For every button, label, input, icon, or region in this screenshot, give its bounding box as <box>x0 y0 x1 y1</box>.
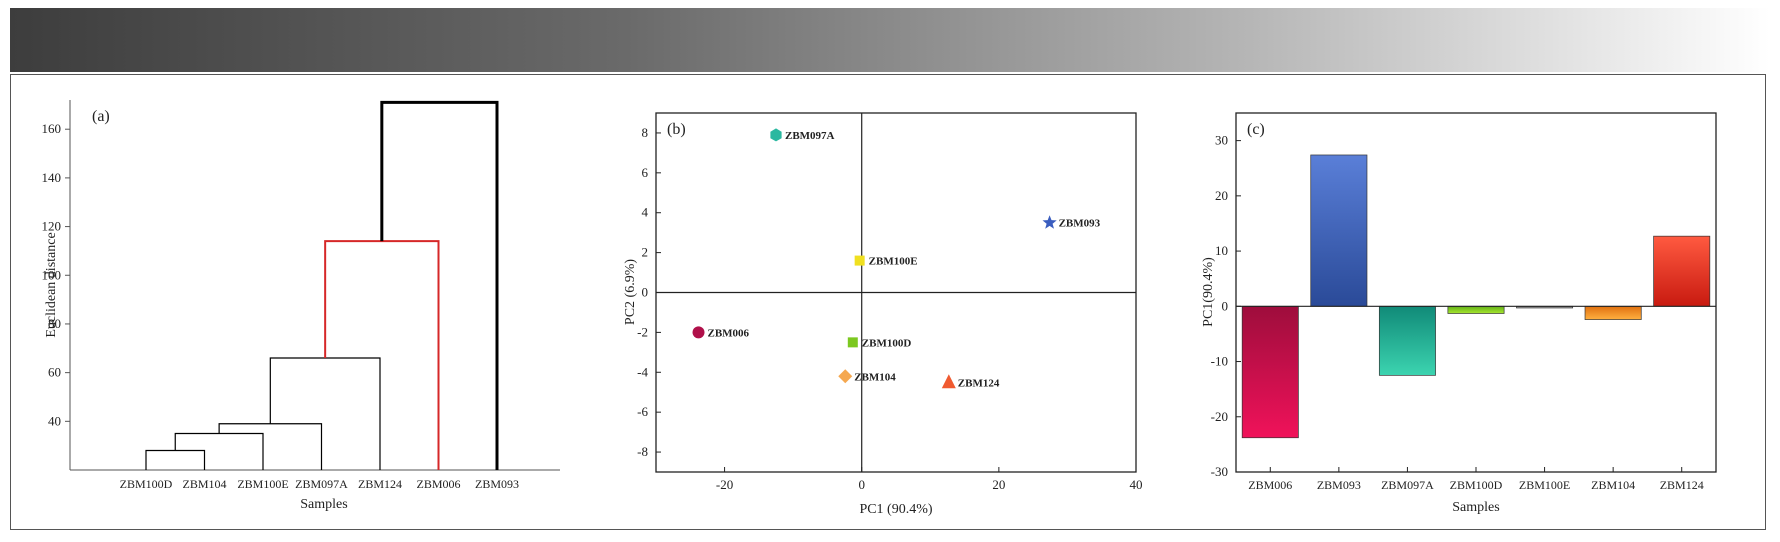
leaf-label: ZBM124 <box>358 477 402 491</box>
y-tick-label: -10 <box>1211 354 1228 369</box>
point-label: ZBM100D <box>862 337 912 349</box>
y-tick-label: 20 <box>1215 188 1228 203</box>
plot-frame <box>1235 112 1717 473</box>
x-tick-label: ZBM097A <box>1381 478 1434 492</box>
dendrogram-link <box>145 449 206 470</box>
point-marker <box>838 369 853 384</box>
bar <box>1241 305 1299 439</box>
y-axis-label: PC1(90.4%) <box>1201 257 1216 327</box>
y-tick-label: -20 <box>1211 409 1228 424</box>
bar <box>1653 235 1711 307</box>
leaf-label: ZBM006 <box>416 477 460 491</box>
pc1-bar-panel: -30 -20 -10 0 10 20 30 ZBM006 ZBM093 ZBM097A ZBM10… <box>1201 112 1717 515</box>
point-label: ZBM100E <box>869 256 918 268</box>
bar <box>1447 305 1505 314</box>
y-tick-label: 120 <box>42 219 62 234</box>
point-label: ZBM124 <box>958 377 1000 389</box>
y-tick-label: 80 <box>48 316 61 331</box>
x-tick-label: 40 <box>1130 477 1143 492</box>
bar <box>1378 305 1436 376</box>
x-tick-label: 20 <box>992 477 1005 492</box>
bar <box>1310 154 1368 307</box>
dendrogram-link <box>218 423 323 470</box>
panel-label: (a) <box>92 108 110 125</box>
y-tick-label: 10 <box>1215 243 1228 258</box>
x-tick-label: ZBM100E <box>1519 478 1570 492</box>
point-marker <box>692 326 705 339</box>
y-tick-label: 60 <box>48 365 61 380</box>
x-tick-label: 0 <box>858 477 865 492</box>
panel-label: (c) <box>1247 121 1265 138</box>
y-tick-label: 40 <box>48 413 61 428</box>
x-axis-label: PC1 (90.4%) <box>859 502 932 517</box>
point-marker <box>1042 215 1057 229</box>
y-tick-label: 2 <box>642 245 649 260</box>
y-tick-label: 8 <box>642 125 649 140</box>
dendrogram-link <box>324 240 440 470</box>
figure-frame <box>10 74 1766 530</box>
x-tick-label: ZBM124 <box>1660 478 1704 492</box>
leaf-label: ZBM097A <box>295 477 348 491</box>
point-label: ZBM093 <box>1059 218 1101 230</box>
y-tick-label: 30 <box>1215 133 1228 148</box>
y-tick-label: 140 <box>42 170 62 185</box>
panel-label: (b) <box>667 121 686 138</box>
y-tick-label: -8 <box>637 444 648 459</box>
dendrogram-link <box>269 357 381 470</box>
x-tick-label: -20 <box>716 477 733 492</box>
y-axis-label: PC2 (6.9%) <box>623 259 638 325</box>
y-tick-label: 160 <box>42 121 62 136</box>
y-tick-label: -30 <box>1211 464 1228 479</box>
dendrogram-panel: 40 60 80 100 120 140 160 (a) Euclidean distance S… <box>42 100 560 512</box>
point-label: ZBM006 <box>708 327 750 339</box>
y-tick-label: 100 <box>42 267 62 282</box>
y-tick-label: 0 <box>1222 298 1229 313</box>
point-marker <box>854 255 865 266</box>
y-tick-label: 0 <box>642 285 649 300</box>
leaf-label: ZBM100E <box>237 477 288 491</box>
leaf-label: ZBM104 <box>182 477 226 491</box>
y-axis-label: Euclidean distance <box>44 232 59 337</box>
y-tick-label: 4 <box>642 205 649 220</box>
dendrogram-link <box>380 100 499 470</box>
point-marker <box>941 374 956 389</box>
y-tick-label: -4 <box>637 364 648 379</box>
y-tick-label: 6 <box>642 165 649 180</box>
x-tick-label: ZBM006 <box>1248 478 1292 492</box>
x-tick-label: ZBM104 <box>1591 478 1635 492</box>
point-marker <box>847 337 858 348</box>
point-label: ZBM097A <box>785 130 835 142</box>
dendrogram-link <box>174 432 264 470</box>
y-tick-label: -6 <box>637 404 648 419</box>
leaf-label: ZBM093 <box>475 477 519 491</box>
x-tick-label: ZBM093 <box>1317 478 1361 492</box>
x-axis-label: Samples <box>300 497 347 512</box>
point-marker <box>770 128 782 142</box>
bar <box>1584 305 1642 320</box>
leaf-label: ZBM100D <box>120 477 173 491</box>
point-label: ZBM104 <box>854 371 896 383</box>
y-tick-label: -2 <box>637 324 648 339</box>
header-band <box>10 8 1770 72</box>
x-tick-label: ZBM100D <box>1450 478 1503 492</box>
x-axis-label: Samples <box>1452 500 1499 515</box>
